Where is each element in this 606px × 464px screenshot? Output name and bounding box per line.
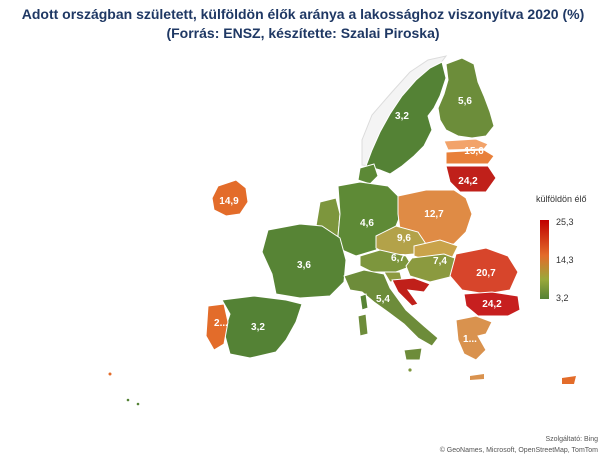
- region-latvia: [445, 149, 495, 165]
- attribution-copyright: © GeoNames, Microsoft, OpenStreetMap, To…: [439, 447, 598, 454]
- label-portugal: 2...: [214, 318, 228, 329]
- region-romania: [449, 247, 519, 295]
- legend-max: 25,3: [556, 217, 574, 227]
- label-finland: 5,6: [458, 96, 472, 107]
- region-lithuania: [445, 165, 497, 193]
- map-title: Adott országban született, külföldön élő…: [0, 5, 606, 43]
- region-ireland: [211, 179, 249, 217]
- region-greek-islands: [470, 374, 484, 380]
- region-azores: [108, 372, 112, 376]
- legend-color-scale: [540, 220, 549, 299]
- label-germany: 4,6: [360, 218, 374, 229]
- label-sweden: 3,2: [395, 111, 409, 122]
- region-estonia: [443, 138, 489, 151]
- region-bulgaria: [463, 291, 521, 317]
- region-sicily: [403, 347, 423, 361]
- region-hungary: [405, 253, 461, 283]
- label-france: 3,6: [297, 260, 311, 271]
- region-finland: [437, 57, 495, 139]
- label-spain: 3,2: [251, 322, 265, 333]
- region-canary-1: [126, 398, 130, 402]
- region-denmark: [357, 163, 379, 185]
- label-greece: 1...: [463, 334, 477, 345]
- region-portugal: [205, 303, 229, 351]
- region-france: [261, 223, 347, 299]
- region-austria: [359, 249, 413, 273]
- region-corsica: [359, 293, 369, 311]
- label-romania: 20,7: [476, 268, 496, 279]
- label-latvia: 15,6: [464, 146, 484, 157]
- region-sardinia: [357, 313, 369, 337]
- label-ireland: 14,9: [219, 196, 239, 207]
- attribution-provider: Szolgáltató: Bing: [545, 436, 598, 443]
- label-italy: 5,4: [376, 294, 390, 305]
- region-malta: [408, 368, 412, 372]
- title-line-1: Adott országban született, külföldön élő…: [21, 6, 585, 22]
- legend-title: külföldön élő: [536, 194, 587, 204]
- label-austria: 6,7: [391, 253, 405, 264]
- label-czechia: 9,6: [397, 233, 411, 244]
- region-croatia: [391, 277, 431, 307]
- title-line-2: (Forrás: ENSZ, készítette: Szalai Pirosk…: [166, 25, 440, 41]
- label-lithuania: 24,2: [458, 176, 478, 187]
- legend-mid: 14,3: [556, 255, 574, 265]
- region-canary-2: [136, 402, 140, 406]
- legend-min: 3,2: [556, 293, 569, 303]
- label-poland: 12,7: [424, 209, 444, 220]
- region-greece: [455, 315, 493, 361]
- region-sweden: [365, 61, 447, 175]
- region-cyprus: [562, 376, 576, 384]
- label-hungary: 7,4: [433, 256, 447, 267]
- label-bulgaria: 24,2: [482, 299, 502, 310]
